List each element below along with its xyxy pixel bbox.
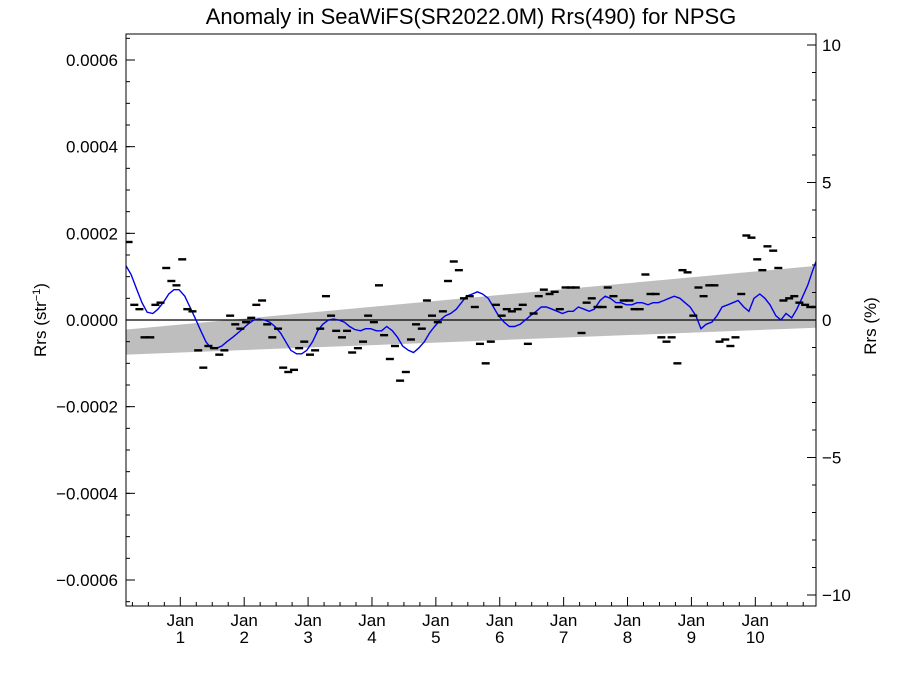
left-y-axis-label: Rrs (str−1)	[31, 283, 50, 357]
x-tick-label-year: 2	[239, 628, 248, 647]
x-tick-label-month: Jan	[422, 611, 449, 630]
left-tick-label: −0.0006	[56, 571, 118, 590]
right-tick-label: −5	[822, 449, 841, 468]
x-tick-label-month: Jan	[678, 611, 705, 630]
right-y-axis: −10 −5 0 5 10	[807, 36, 851, 605]
trend-band	[126, 265, 816, 355]
x-tick-label-year: 1	[176, 628, 185, 647]
plot-area	[126, 234, 816, 382]
right-tick-label: 0	[822, 311, 831, 330]
left-tick-label: 0.0004	[66, 138, 118, 157]
right-tick-label: −10	[822, 586, 851, 605]
x-tick-label-year: 6	[495, 628, 504, 647]
x-tick-label-month: Jan	[614, 611, 641, 630]
x-tick-label-year: 7	[559, 628, 568, 647]
x-tick-label-month: Jan	[550, 611, 577, 630]
x-tick-label-year: 10	[746, 628, 765, 647]
right-tick-label: 5	[822, 174, 831, 193]
left-tick-label: −0.0004	[56, 484, 118, 503]
x-tick-label-month: Jan	[230, 611, 257, 630]
x-tick-label-month: Jan	[742, 611, 769, 630]
x-tick-label-year: 3	[303, 628, 312, 647]
monthly-points	[126, 234, 816, 382]
left-tick-label: 0.0000	[66, 311, 118, 330]
x-tick-label-month: Jan	[294, 611, 321, 630]
right-y-axis-label: Rrs (%)	[861, 297, 880, 355]
right-tick-label: 10	[822, 36, 841, 55]
left-tick-label: 0.0006	[66, 51, 118, 70]
x-axis: Jan1Jan2Jan3Jan4Jan5Jan6Jan7Jan8Jan9Jan1…	[131, 597, 804, 647]
x-tick-label-month: Jan	[358, 611, 385, 630]
chart-title: Anomaly in SeaWiFS(SR2022.0M) Rrs(490) f…	[206, 4, 737, 29]
left-tick-label: 0.0002	[66, 224, 118, 243]
x-tick-label-month: Jan	[167, 611, 194, 630]
x-tick-label-year: 4	[367, 628, 376, 647]
x-tick-label-year: 8	[623, 628, 632, 647]
smoothed-series-line	[126, 261, 816, 355]
left-tick-label: −0.0002	[56, 398, 118, 417]
left-y-axis: −0.0006 −0.0004 −0.0002 0.0000 0.0002 0.0004 0…	[56, 37, 135, 603]
x-tick-label-month: Jan	[486, 611, 513, 630]
x-tick-label-year: 9	[687, 628, 696, 647]
x-tick-label-year: 5	[431, 628, 440, 647]
